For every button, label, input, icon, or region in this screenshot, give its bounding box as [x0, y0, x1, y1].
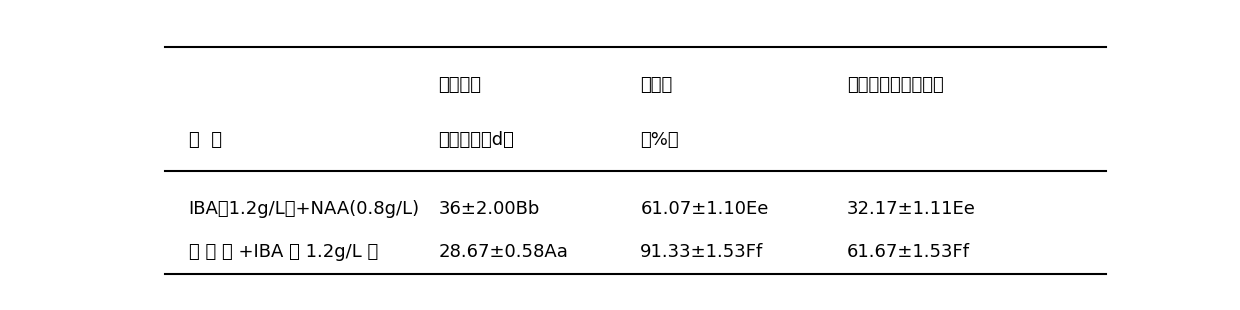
Text: 营 养 液 +IBA （ 1.2g/L ）: 营 养 液 +IBA （ 1.2g/L ）: [188, 243, 378, 261]
Text: 32.17±1.11Ee: 32.17±1.11Ee: [847, 200, 976, 218]
Text: 91.33±1.53Ff: 91.33±1.53Ff: [640, 243, 764, 261]
Text: 28.67±0.58Aa: 28.67±0.58Aa: [439, 243, 568, 261]
Text: 平均不定根数（条）: 平均不定根数（条）: [847, 76, 944, 94]
Text: 61.07±1.10Ee: 61.07±1.10Ee: [640, 200, 769, 218]
Text: 早出现期（d）: 早出现期（d）: [439, 131, 515, 149]
Text: IBA（1.2g/L）+NAA(0.8g/L): IBA（1.2g/L）+NAA(0.8g/L): [188, 200, 420, 218]
Text: （%）: （%）: [640, 131, 680, 149]
Text: 36±2.00Bb: 36±2.00Bb: [439, 200, 539, 218]
Text: 生根率: 生根率: [640, 76, 672, 94]
Text: 不定根最: 不定根最: [439, 76, 481, 94]
Text: 处  理: 处 理: [188, 131, 222, 149]
Text: 61.67±1.53Ff: 61.67±1.53Ff: [847, 243, 970, 261]
